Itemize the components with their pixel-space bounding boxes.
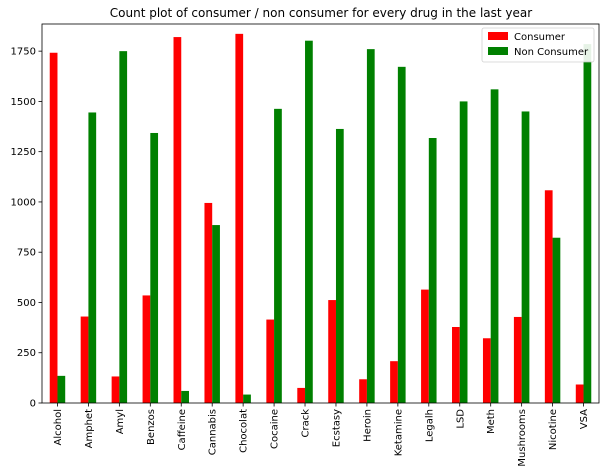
bar-non-consumer-mushrooms	[521, 111, 530, 404]
bar-non-consumer-alcohol	[57, 375, 66, 403]
bar-non-consumer-amyl	[119, 51, 128, 403]
y-tick-label-1500: 1500	[11, 97, 36, 108]
bar-non-consumer-ecstasy	[335, 128, 344, 403]
chart-title: Count plot of consumer / non consumer fo…	[110, 6, 532, 20]
x-tick-label-heroin: Heroin	[362, 409, 373, 442]
bar-consumer-amyl	[111, 376, 120, 403]
legend: Consumer Non Consumer	[481, 27, 595, 63]
x-tick-label-legalh: Legalh	[424, 409, 435, 442]
bar-consumer-alcohol	[49, 52, 58, 403]
x-axis: Alcohol Amphet Amyl Benzos Caffeine Cannabis C…	[53, 403, 590, 467]
legend-swatch-consumer	[488, 32, 508, 40]
bar-non-consumer-lsd	[459, 101, 468, 403]
x-tick-label-alcohol: Alcohol	[53, 409, 64, 445]
bar-consumer-amphet	[80, 316, 89, 403]
bar-non-consumer-heroin	[366, 49, 375, 403]
bar-non-consumer-caffeine	[181, 390, 189, 403]
bar-non-consumer-amphet	[88, 112, 97, 403]
y-tick-label-1250: 1250	[11, 147, 36, 158]
x-tick-label-meth: Meth	[486, 409, 497, 434]
x-tick-label-ecstasy: Ecstasy	[331, 409, 342, 447]
legend-swatch-non-consumer	[488, 47, 508, 55]
bar-consumer-chocolat	[235, 33, 244, 403]
x-tick-label-amphet: Amphet	[84, 409, 95, 448]
legend-label-consumer: Consumer	[514, 32, 566, 43]
bar-consumer-vsa	[575, 384, 584, 403]
bar-consumer-cannabis	[204, 202, 213, 403]
bar-consumer-caffeine	[173, 37, 182, 403]
legend-box	[481, 27, 595, 63]
bar-non-consumer-nicotine	[552, 237, 561, 403]
bar-non-consumer-legalh	[428, 138, 437, 403]
x-tick-label-nicotine: Nicotine	[548, 409, 559, 450]
bar-consumer-nicotine	[544, 190, 553, 403]
y-tick-label-1000: 1000	[11, 197, 36, 208]
bar-non-consumer-ketamine	[397, 66, 406, 403]
x-tick-label-amyl: Amyl	[115, 409, 126, 434]
y-tick-label-1750: 1750	[11, 47, 36, 58]
bar-consumer-lsd	[452, 327, 460, 403]
x-tick-label-ketamine: Ketamine	[393, 409, 404, 456]
bar-non-consumer-crack	[305, 40, 313, 403]
bar-consumer-crack	[297, 387, 306, 403]
x-tick-label-cannabis: Cannabis	[208, 409, 219, 455]
bar-non-consumer-meth	[490, 89, 499, 403]
x-tick-label-cocaine: Cocaine	[270, 409, 281, 449]
bar-consumer-ecstasy	[328, 300, 336, 403]
bars-group	[49, 33, 592, 404]
x-tick-label-crack: Crack	[301, 409, 312, 438]
bar-consumer-cocaine	[266, 319, 275, 403]
plot-frame	[41, 23, 600, 404]
x-tick-label-mushrooms: Mushrooms	[517, 409, 528, 467]
y-tick-label-500: 500	[17, 298, 36, 309]
x-tick-label-lsd: LSD	[455, 409, 466, 429]
y-tick-label-250: 250	[17, 348, 36, 359]
y-tick-label-0: 0	[30, 399, 36, 410]
bar-consumer-meth	[482, 338, 491, 403]
y-tick-label-750: 750	[17, 248, 36, 259]
bar-consumer-benzos	[142, 295, 151, 403]
y-axis: 0 250 500 750 1000 1250 1500 1750	[11, 47, 42, 410]
x-tick-label-benzos: Benzos	[146, 409, 157, 445]
bar-non-consumer-vsa	[583, 44, 592, 404]
x-tick-label-vsa: VSA	[579, 409, 590, 429]
bar-consumer-ketamine	[390, 361, 398, 403]
bar-consumer-mushrooms	[513, 316, 522, 403]
bar-consumer-legalh	[421, 289, 429, 403]
bar-non-consumer-cannabis	[212, 225, 220, 403]
bar-non-consumer-cocaine	[274, 108, 282, 403]
x-tick-label-caffeine: Caffeine	[177, 409, 188, 450]
bar-non-consumer-benzos	[150, 132, 159, 404]
bar-consumer-heroin	[359, 379, 367, 403]
x-tick-label-chocolat: Chocolat	[239, 409, 250, 453]
legend-label-non-consumer: Non Consumer	[514, 47, 589, 58]
bar-non-consumer-chocolat	[243, 394, 251, 403]
